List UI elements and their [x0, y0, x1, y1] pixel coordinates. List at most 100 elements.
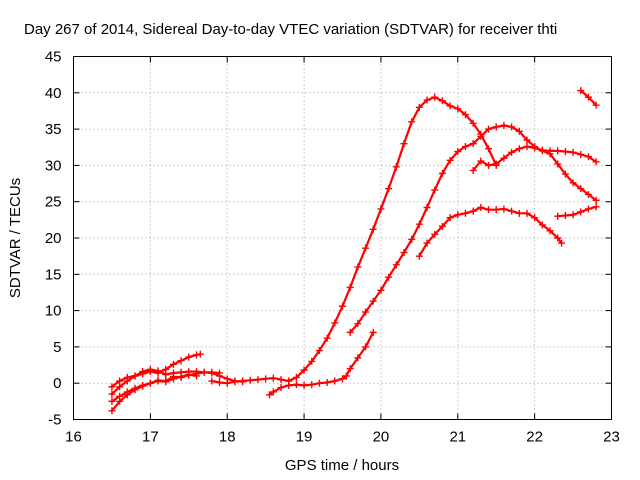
- data-point: [485, 125, 493, 133]
- data-point: [139, 368, 147, 376]
- data-point: [123, 377, 131, 385]
- series-arc-10: [554, 203, 600, 220]
- y-tick-label: 30: [45, 157, 62, 174]
- data-point: [592, 101, 600, 109]
- data-point: [162, 370, 170, 378]
- data-point: [154, 367, 162, 375]
- data-point: [292, 381, 300, 389]
- x-axis-label: GPS time / hours: [285, 457, 399, 474]
- data-point: [569, 211, 577, 219]
- data-point: [584, 205, 592, 213]
- data-point: [423, 204, 431, 212]
- data-point: [177, 373, 185, 381]
- data-point: [400, 140, 408, 148]
- data-point: [477, 157, 485, 165]
- data-point: [131, 372, 139, 380]
- data-point: [108, 390, 116, 398]
- data-point: [339, 375, 346, 383]
- data-point: [485, 206, 493, 214]
- data-point: [392, 163, 400, 171]
- x-tick-label: 19: [296, 429, 313, 446]
- data-point: [223, 379, 231, 387]
- data-point: [154, 377, 162, 385]
- data-point: [300, 366, 308, 374]
- data-point: [561, 148, 569, 156]
- data-point: [385, 273, 393, 281]
- data-point: [492, 123, 500, 131]
- data-point: [346, 365, 354, 373]
- data-point: [531, 214, 539, 222]
- y-tick-label: 35: [45, 121, 62, 138]
- data-point: [423, 96, 431, 104]
- data-point: [446, 156, 454, 164]
- y-axis-label: SDTVAR / TECUs: [7, 178, 24, 298]
- data-point: [584, 153, 592, 161]
- data-point: [431, 230, 439, 238]
- data-point: [477, 132, 485, 140]
- data-point: [208, 377, 216, 385]
- x-tick-label: 20: [373, 429, 390, 446]
- data-point: [446, 214, 454, 222]
- data-point: [454, 148, 462, 156]
- data-point: [554, 234, 562, 242]
- data-point: [500, 121, 508, 129]
- x-tick-label: 21: [449, 429, 466, 446]
- data-point: [415, 252, 423, 260]
- data-point: [200, 368, 208, 376]
- data-point: [346, 283, 354, 291]
- series-line: [418, 206, 563, 258]
- data-point: [454, 105, 462, 113]
- y-tick-label: 20: [45, 230, 62, 247]
- data-point: [431, 93, 439, 101]
- data-point: [362, 244, 370, 252]
- data-point: [108, 383, 116, 391]
- data-point: [354, 320, 362, 328]
- data-point: [577, 87, 585, 95]
- data-point: [592, 158, 600, 166]
- data-point: [177, 357, 185, 365]
- data-point: [331, 377, 339, 385]
- data-point: [239, 377, 247, 385]
- y-tick-labels: -5 0 5 10 15 20 25 30 35 40 45: [45, 49, 62, 429]
- data-point: [492, 160, 500, 168]
- data-point: [554, 212, 562, 220]
- data-point: [185, 353, 193, 361]
- x-tick-label: 22: [526, 429, 543, 446]
- data-point: [431, 186, 439, 194]
- x-tick-label: 16: [65, 429, 82, 446]
- data-point: [554, 147, 562, 155]
- chart-title: Day 267 of 2014, Sidereal Day-to-day VTE…: [24, 21, 557, 38]
- data-point: [500, 154, 508, 162]
- y-tick-label: 5: [53, 339, 61, 356]
- data-point: [362, 343, 370, 351]
- data-point: [369, 328, 377, 336]
- data-point: [300, 381, 308, 389]
- data-point: [116, 383, 124, 391]
- data-point: [492, 206, 500, 214]
- data-point: [185, 370, 193, 378]
- data-point: [146, 379, 154, 387]
- data-point: [538, 146, 546, 154]
- y-tick-label: 15: [45, 266, 62, 283]
- series-arc-9: [469, 143, 600, 174]
- data-point: [508, 123, 516, 131]
- data-point: [538, 221, 546, 229]
- data-point: [461, 209, 469, 217]
- data-point: [438, 169, 446, 177]
- data-point: [216, 372, 224, 380]
- data-point: [277, 384, 285, 392]
- y-tick-label: 25: [45, 194, 62, 211]
- data-point: [269, 388, 277, 396]
- y-tick-label: -5: [48, 412, 61, 429]
- data-point: [561, 211, 569, 219]
- data-point: [146, 365, 154, 373]
- data-point: [262, 375, 270, 383]
- series-arc-11: [577, 87, 600, 109]
- data-point: [385, 185, 393, 193]
- data-point: [377, 286, 385, 294]
- y-tick-label: 40: [45, 85, 62, 102]
- data-point: [438, 97, 446, 105]
- series-arc-8: [415, 204, 566, 260]
- data-series: [108, 87, 600, 415]
